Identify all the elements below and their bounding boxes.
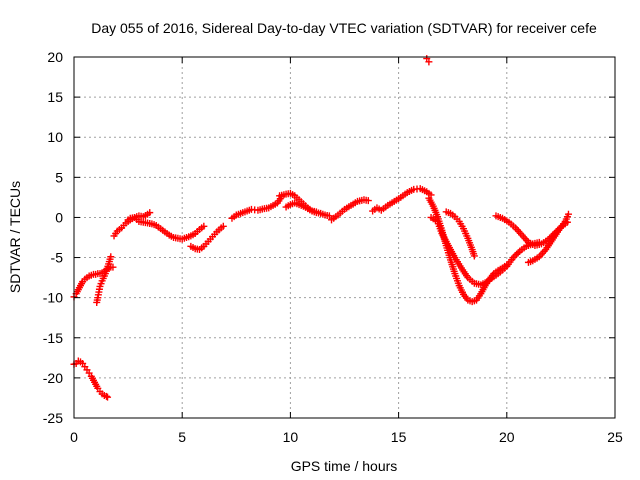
plot-frame	[73, 56, 616, 419]
y-tick-label: -20	[43, 370, 63, 386]
data-point	[364, 197, 372, 205]
data-points	[70, 55, 572, 401]
y-tick-label: -15	[43, 330, 63, 346]
data-point	[513, 250, 521, 258]
data-point	[425, 58, 433, 66]
y-tick-label: -25	[43, 410, 63, 426]
y-axis-label: SDTVAR / TECUs	[7, 181, 23, 293]
series-seg-m	[427, 213, 543, 289]
grid-lines	[74, 57, 615, 418]
x-tick-label: 5	[178, 429, 186, 445]
y-tick-label: -5	[51, 250, 64, 266]
y-tick-label: 0	[55, 209, 63, 225]
data-point	[200, 222, 208, 230]
y-tick-label: 15	[47, 89, 63, 105]
series-seg-i	[282, 199, 320, 216]
series-seg-p	[524, 210, 572, 266]
series-seg-n	[442, 208, 478, 260]
data-point	[109, 263, 117, 271]
data-point	[325, 212, 333, 220]
data-point	[146, 209, 154, 217]
data-point	[219, 222, 227, 230]
series-seg-j	[328, 196, 372, 224]
data-point	[564, 210, 572, 218]
series-seg-l	[425, 194, 511, 306]
data-point	[514, 249, 522, 257]
data-point	[470, 252, 478, 260]
series-seg-k	[369, 185, 435, 215]
data-point	[104, 393, 112, 401]
series-seg-q	[423, 55, 433, 66]
data-point	[107, 253, 115, 261]
x-tick-label: 20	[499, 429, 515, 445]
series-seg-g	[228, 193, 286, 222]
data-point	[312, 208, 320, 216]
x-axis-label: GPS time / hours	[291, 458, 398, 474]
y-tick-label: 20	[47, 49, 63, 65]
series-seg-d	[110, 209, 154, 240]
series-seg-h	[276, 189, 333, 220]
y-tick-label: 5	[55, 169, 63, 185]
series-seg-a	[70, 357, 112, 401]
series-seg-f	[187, 222, 227, 254]
data-point	[509, 254, 517, 262]
x-tick-label: 15	[391, 429, 407, 445]
series-seg-e	[124, 213, 208, 243]
data-point	[511, 252, 519, 260]
x-tick-label: 25	[607, 429, 623, 445]
axis-ticks	[73, 56, 616, 419]
series-seg-c	[93, 253, 115, 306]
chart-title: Day 055 of 2016, Sidereal Day-to-day VTE…	[91, 20, 597, 36]
y-tick-label: 10	[47, 129, 63, 145]
x-tick-label: 0	[70, 429, 78, 445]
y-tick-label: -10	[43, 290, 63, 306]
data-point	[102, 392, 110, 400]
x-tick-label: 10	[283, 429, 299, 445]
